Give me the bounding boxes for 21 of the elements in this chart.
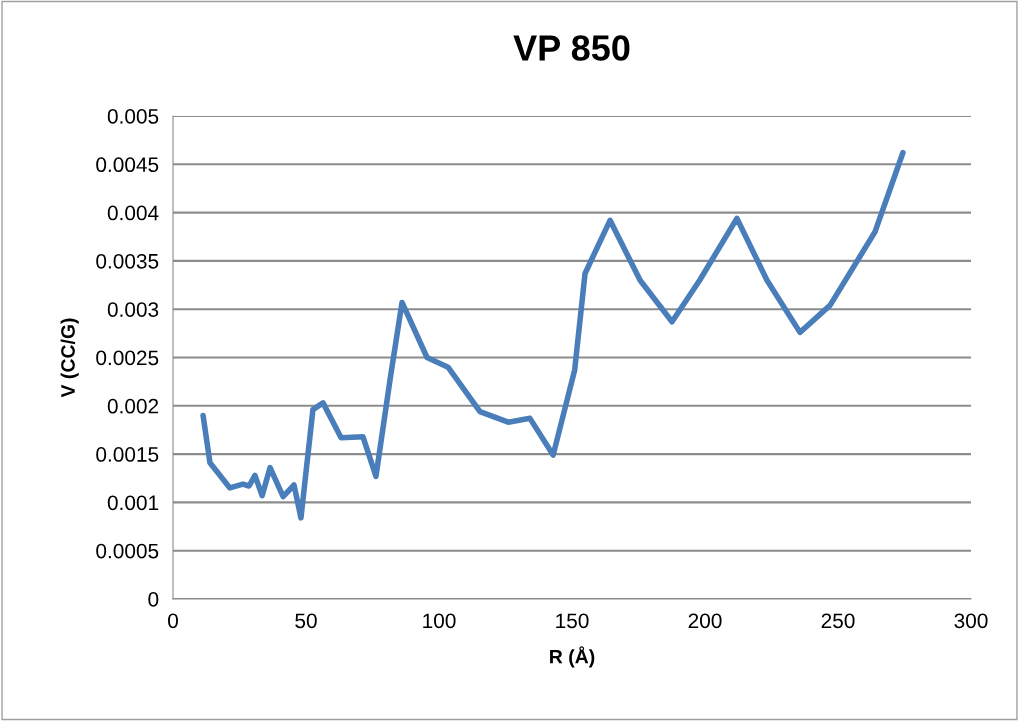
- y-tick-label: 0.0035: [96, 253, 159, 269]
- x-tick-label: 0: [168, 613, 178, 629]
- y-tick-label: 0.002: [107, 398, 159, 414]
- y-tick-label: 0.004: [107, 205, 159, 221]
- x-tick-label: 200: [688, 613, 722, 629]
- y-tick-label: 0.005: [107, 109, 159, 124]
- y-tick-label: 0: [148, 592, 159, 607]
- y-axis-title: V (CC/G): [60, 318, 79, 398]
- y-tick-label: 0.003: [107, 302, 159, 317]
- y-tick-label: 0.0025: [96, 350, 159, 366]
- x-tick-label: 100: [423, 613, 456, 629]
- x-tick-label: 250: [821, 613, 855, 629]
- y-tick-label: 0.0005: [96, 543, 159, 559]
- x-tick-label: 150: [556, 613, 589, 629]
- x-tick-label: 50: [295, 613, 317, 629]
- x-axis-title: R (Å): [550, 646, 595, 668]
- y-tick-label: 0.0015: [96, 447, 159, 462]
- chart-title: VP 850: [513, 35, 630, 61]
- y-tick-label: 0.001: [107, 495, 159, 511]
- y-tick-label: 0.0045: [96, 157, 159, 173]
- x-tick-label: 300: [954, 613, 988, 629]
